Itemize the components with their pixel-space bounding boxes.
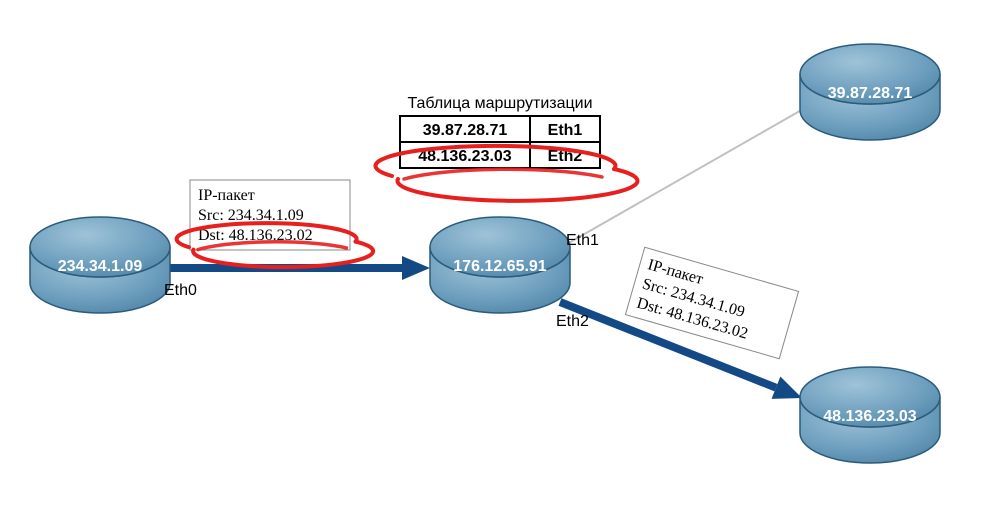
- node-n_src: 234.34.1.09: [30, 217, 170, 313]
- packet-arrow-head: [772, 377, 802, 399]
- node-n_router: 176.12.65.91: [430, 217, 570, 313]
- iface-label: Eth0: [164, 282, 197, 299]
- packet-box: IP-пакетSrc: 234.34.1.09Dst: 48.136.23.0…: [190, 180, 350, 250]
- node-n_top: 39.87.28.71: [800, 44, 940, 140]
- iface-label: Eth1: [566, 232, 599, 249]
- pkt-title: IP-пакет: [198, 187, 255, 204]
- iface-label: Eth2: [556, 313, 589, 330]
- routing-row-dest: 39.87.28.71: [423, 122, 508, 139]
- routing-row-iface: Eth1: [548, 122, 583, 139]
- node-label: 234.34.1.09: [58, 258, 143, 275]
- node-label: 176.12.65.91: [453, 258, 547, 275]
- node-n_bot: 48.136.23.03: [800, 367, 940, 463]
- node-label: 48.136.23.03: [823, 408, 917, 425]
- packet-arrow-head: [402, 256, 430, 280]
- highlight-ring: [404, 169, 602, 179]
- routing-table-title: Таблица маршрутизации: [407, 95, 592, 112]
- routing-table: 39.87.28.71Eth148.136.23.03Eth2: [400, 116, 600, 168]
- node-label: 39.87.28.71: [828, 85, 913, 102]
